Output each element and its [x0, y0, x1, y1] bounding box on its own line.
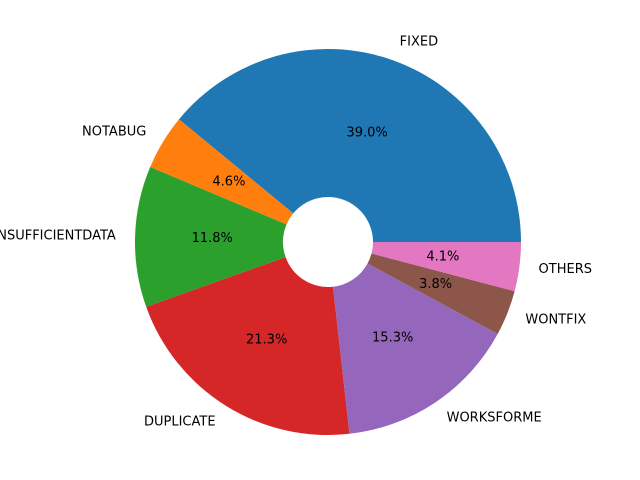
slice-label-fixed: FIXED	[400, 35, 438, 50]
slice-worksforme	[333, 263, 498, 434]
slice-fixed	[178, 49, 521, 242]
slice-label-wontfix: WONTFIX	[525, 313, 586, 328]
slice-insufficientdata	[134, 166, 287, 307]
pct-label-notabug: 4.6%	[212, 175, 245, 190]
slice-label-notabug: NOTABUG	[82, 125, 146, 140]
slice-label-worksforme: WORKSFORME	[447, 411, 542, 426]
slice-label-others: OTHERS	[539, 262, 592, 277]
pct-label-fixed: 39.0%	[346, 125, 387, 140]
slice-duplicate	[146, 257, 350, 435]
pct-label-insufficientdata: 11.8%	[192, 231, 233, 246]
labels-group: FIXED 39.0% NOTABUG 4.6% INSUFFICIENTDATA 11.…	[0, 35, 592, 430]
slice-label-duplicate: DUPLICATE	[144, 415, 216, 430]
pct-label-worksforme: 15.3%	[372, 331, 413, 346]
slices-group	[134, 49, 521, 435]
pct-label-duplicate: 21.3%	[246, 333, 287, 348]
slice-others	[371, 242, 521, 292]
slice-label-insufficientdata: INSUFFICIENTDATA	[0, 228, 116, 243]
slice-wontfix	[367, 253, 515, 334]
slice-notabug	[150, 119, 294, 225]
pct-label-wontfix: 3.8%	[419, 277, 452, 292]
pct-label-others: 4.1%	[426, 249, 459, 264]
